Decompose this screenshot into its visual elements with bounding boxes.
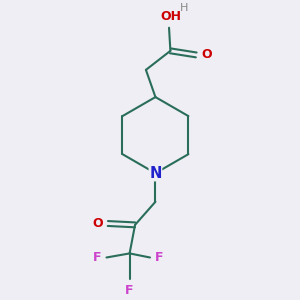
Text: N: N — [149, 166, 162, 181]
Text: O: O — [92, 217, 103, 230]
Text: O: O — [201, 48, 212, 62]
Text: F: F — [155, 251, 164, 264]
Text: F: F — [93, 251, 102, 264]
Text: F: F — [125, 284, 134, 297]
Text: H: H — [180, 3, 188, 13]
Text: OH: OH — [160, 10, 181, 23]
